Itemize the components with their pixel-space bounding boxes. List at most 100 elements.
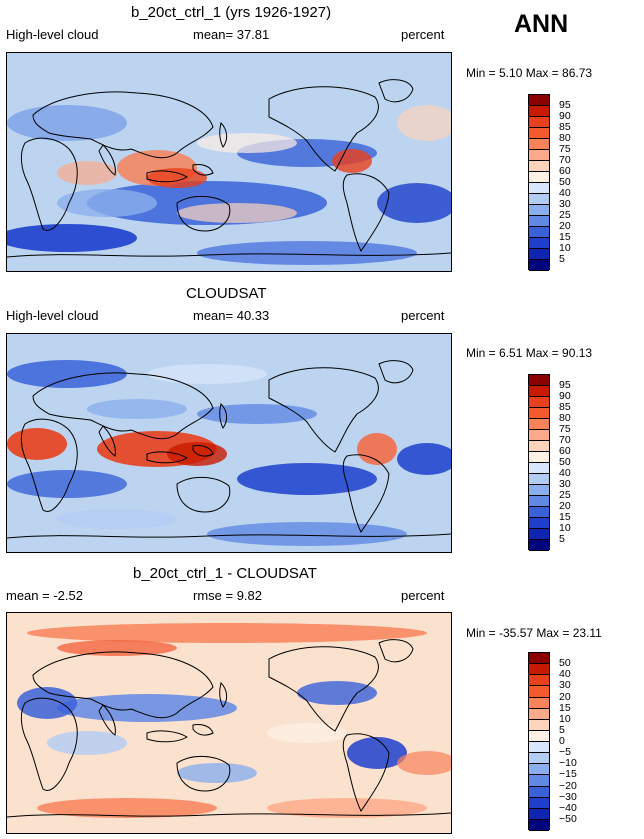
- colorbar-label: 25: [559, 489, 571, 501]
- colorbar-swatch: [529, 452, 549, 463]
- contour-region: [297, 681, 377, 705]
- contour-region: [7, 428, 67, 460]
- colorbar-swatch: [529, 150, 549, 161]
- colorbar-label: 20: [559, 690, 571, 703]
- coastline: [219, 403, 228, 429]
- panel-2-units: percent: [401, 308, 445, 323]
- contour-region: [7, 360, 127, 388]
- coastline: [176, 196, 231, 232]
- contour-region: [57, 509, 177, 529]
- field-contours: [17, 623, 451, 818]
- contour-region: [397, 751, 451, 775]
- colorbar-swatch: [529, 518, 549, 529]
- panel-2-minmax: Min = 6.51 Max = 90.13: [466, 346, 593, 360]
- contour-region: [17, 687, 77, 719]
- colorbar-label: 30: [559, 198, 571, 210]
- coastline: [32, 91, 214, 159]
- colorbar-label: −50: [559, 812, 577, 825]
- coastline: [268, 646, 379, 732]
- colorbar-swatch: [529, 463, 549, 474]
- colorbar-swatch: [529, 719, 549, 731]
- contour-region: [197, 404, 317, 424]
- contour-region: [207, 522, 407, 546]
- contour-region: [57, 161, 117, 185]
- colorbar-label: 20: [559, 220, 571, 232]
- colorbar-swatch: [529, 408, 549, 419]
- colorbar-swatch: [529, 430, 549, 441]
- coastline: [219, 682, 228, 708]
- colorbar-label: 95: [559, 99, 571, 111]
- contour-region: [357, 433, 397, 465]
- panel-1-colorbar: [528, 94, 550, 271]
- colorbar-label: 5: [559, 533, 565, 545]
- panel-3-title: b_20ct_ctrl_1 - CLOUDSAT: [133, 565, 317, 582]
- coastline: [268, 367, 379, 453]
- coastline: [20, 418, 78, 512]
- colorbar-label: 15: [559, 701, 571, 714]
- colorbar-label: 0: [559, 735, 565, 747]
- colorbar-swatch: [529, 183, 549, 194]
- contour-region: [197, 241, 417, 265]
- colorbar-swatch: [529, 675, 549, 687]
- coastline: [98, 704, 116, 736]
- colorbar-label: 5: [559, 253, 565, 265]
- colorbar-swatch: [529, 441, 549, 452]
- panel-2-field-label: High-level cloud: [6, 308, 99, 323]
- contour-region: [377, 183, 451, 223]
- contour-region: [27, 623, 427, 643]
- colorbar-label: 40: [559, 467, 571, 479]
- colorbar-label: 50: [559, 176, 571, 188]
- colorbar-label: 10: [559, 242, 571, 254]
- colorbar-swatch: [529, 161, 549, 172]
- coastline: [176, 756, 231, 792]
- colorbar-label: 80: [559, 412, 571, 424]
- colorbar-swatch: [529, 730, 549, 742]
- contour-region: [397, 105, 451, 141]
- map-svg: [7, 623, 451, 818]
- colorbar-swatch: [529, 686, 549, 698]
- coastline: [7, 252, 451, 258]
- colorbar-swatch: [529, 95, 549, 106]
- colorbar-label: 85: [559, 121, 571, 133]
- coastline: [98, 144, 116, 176]
- colorbar-swatch: [529, 753, 549, 765]
- colorbar-swatch: [529, 139, 549, 150]
- panel-2-colorbar: [528, 374, 550, 551]
- colorbar-swatch: [529, 764, 549, 776]
- contour-region: [7, 470, 127, 498]
- contour-region: [57, 694, 237, 722]
- colorbar-swatch: [529, 419, 549, 430]
- contour-region: [57, 640, 177, 656]
- colorbar-label: 15: [559, 511, 571, 523]
- colorbar-label: −20: [559, 779, 577, 792]
- colorbar-label: 20: [559, 500, 571, 512]
- colorbar-label: 10: [559, 712, 571, 725]
- colorbar-label: 10: [559, 522, 571, 534]
- contour-region: [267, 723, 347, 743]
- panel-3-colorbar: [528, 652, 550, 831]
- colorbar-label: 70: [559, 434, 571, 446]
- colorbar-swatch: [529, 216, 549, 227]
- coastline: [32, 372, 214, 440]
- colorbar-label: 75: [559, 143, 571, 155]
- colorbar-swatch: [529, 507, 549, 518]
- season-label: ANN: [514, 10, 569, 38]
- colorbar-label: 80: [559, 132, 571, 144]
- colorbar-swatch: [529, 786, 549, 798]
- coastline: [146, 451, 188, 464]
- coastline: [20, 697, 78, 791]
- colorbar-label: 15: [559, 231, 571, 243]
- colorbar-swatch: [529, 474, 549, 485]
- colorbar-swatch: [529, 128, 549, 139]
- colorbar-label: −30: [559, 790, 577, 803]
- coastline: [146, 170, 188, 183]
- map-svg: [7, 79, 451, 265]
- colorbar-label: 30: [559, 478, 571, 490]
- contour-region: [47, 731, 127, 755]
- coastline: [378, 79, 414, 103]
- field-contours: [7, 105, 451, 265]
- colorbar-swatch: [529, 529, 549, 540]
- coastline: [20, 137, 78, 231]
- colorbar-swatch: [529, 653, 549, 665]
- colorbar-label: −15: [559, 768, 577, 781]
